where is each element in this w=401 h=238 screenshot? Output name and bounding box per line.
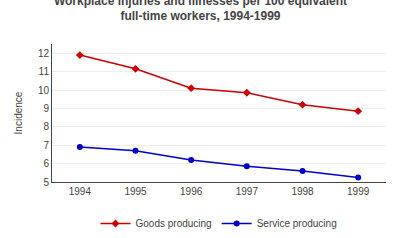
svg-text:12: 12: [38, 48, 50, 59]
svg-text:9: 9: [43, 103, 49, 114]
svg-text:1999: 1999: [347, 186, 370, 197]
svg-text:10: 10: [38, 85, 50, 96]
svg-text:Workplace injuries and illness: Workplace injuries and illnesses per 100…: [54, 0, 347, 23]
svg-text:1996: 1996: [180, 186, 203, 197]
svg-text:1995: 1995: [124, 186, 147, 197]
svg-text:Goods producing: Goods producing: [136, 218, 212, 229]
svg-text:8: 8: [43, 121, 49, 132]
svg-text:1994: 1994: [69, 186, 92, 197]
svg-text:7: 7: [43, 140, 49, 151]
svg-text:1997: 1997: [236, 186, 259, 197]
svg-text:5: 5: [43, 177, 49, 188]
svg-text:11: 11: [39, 66, 50, 77]
svg-text:Incidence: Incidence: [13, 91, 24, 134]
svg-text:Service producing: Service producing: [257, 218, 337, 229]
svg-text:1998: 1998: [291, 186, 314, 197]
svg-text:6: 6: [43, 158, 49, 169]
